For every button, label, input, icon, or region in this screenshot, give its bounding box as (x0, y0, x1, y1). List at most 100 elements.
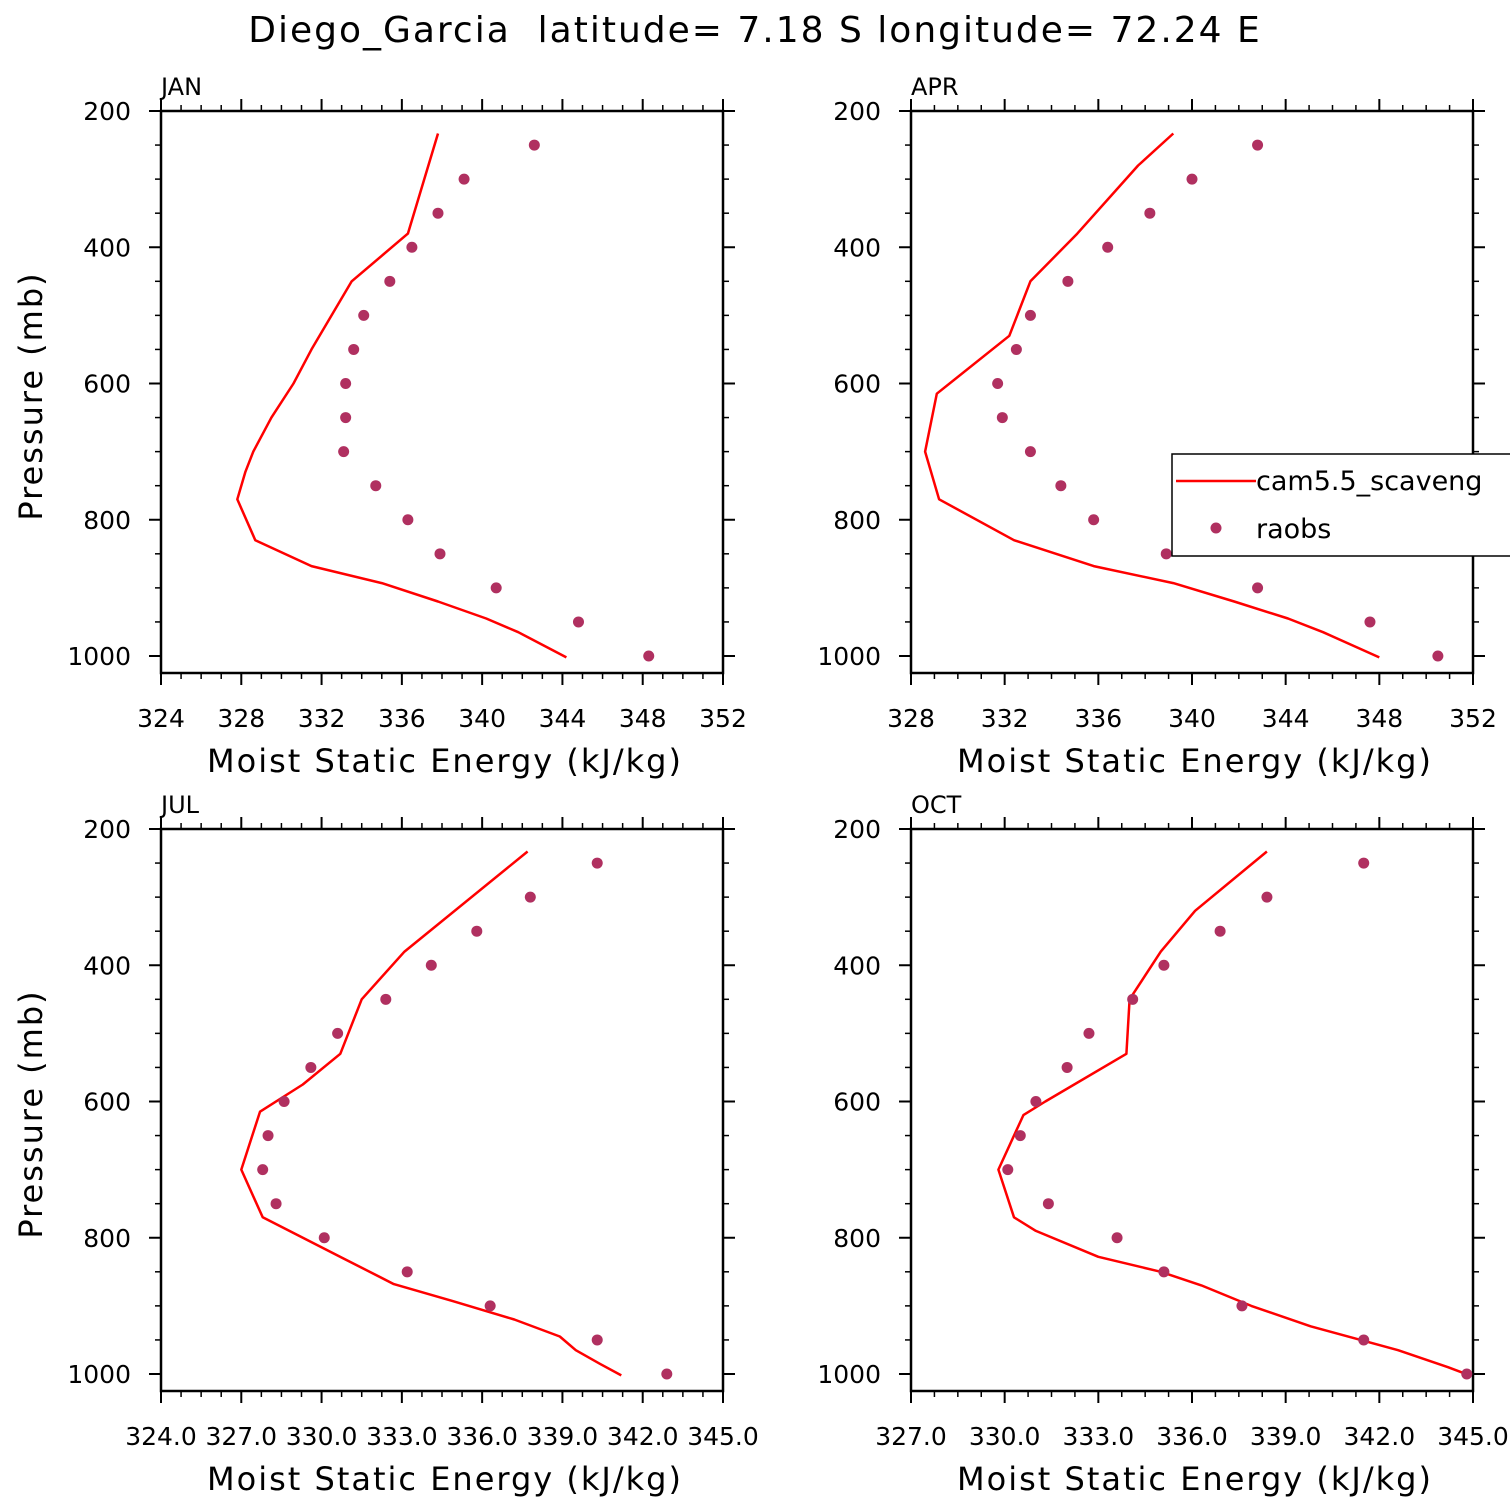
legend-label-model: cam5.5_scaveng (1256, 466, 1482, 497)
panel-jul: JUL 324.0 327.0 330.0 333.0 336.0 339.0 342.0 34… (12, 791, 759, 1498)
raobs-point (257, 1164, 269, 1176)
x-tick-label: 336 (1074, 704, 1122, 733)
raobs-point (340, 412, 352, 424)
raobs-point (384, 275, 396, 287)
legend-dot-swatch (1210, 522, 1222, 534)
x-tick-label: 348 (1355, 704, 1403, 733)
plot-frame (159, 827, 725, 1393)
raobs-point (1252, 582, 1264, 594)
x-tick-label: 336 (378, 704, 426, 733)
y-axis-title: Pressure (mb) (12, 271, 50, 520)
y-tick-label: 800 (833, 506, 881, 535)
raobs-point (432, 207, 444, 219)
raobs-point (332, 1027, 344, 1039)
y-tick-label: 800 (83, 506, 131, 535)
model-line-jan (236, 133, 567, 659)
raobs-point (1024, 309, 1036, 321)
x-tick-label: 344 (539, 704, 587, 733)
y-tick-label: 200 (83, 815, 131, 844)
panel-label: JUL (159, 791, 200, 819)
raobs-point (661, 1368, 673, 1380)
x-tick-label: 332 (298, 704, 346, 733)
panel-label: APR (911, 73, 959, 101)
raobs-point (458, 173, 470, 185)
x-axis-title: Moist Static Energy (kJ/kg) (207, 1460, 683, 1498)
x-tick-label: 340 (1168, 704, 1216, 733)
y-tick-label: 400 (83, 233, 131, 262)
panel-apr: APR 328 332 336 340 344 348 352 200 400 600 800 1000… (817, 73, 1496, 780)
raobs-point (1127, 993, 1139, 1005)
y-tick-label: 1000 (817, 642, 881, 671)
y-tick-label: 800 (833, 1224, 881, 1253)
panel-label: OCT (911, 791, 962, 819)
y-tick-label: 200 (833, 815, 881, 844)
raobs-point (1158, 959, 1170, 971)
raobs-point (1088, 514, 1100, 526)
x-tick-label: 328 (887, 704, 935, 733)
raobs-point (591, 857, 603, 869)
panel-jan: JAN 324 328 332 336 340 344 348 352 200 400 600 800 1… (12, 73, 747, 780)
y-axis-title: Pressure (mb) (12, 989, 50, 1238)
raobs-point (1158, 1266, 1170, 1278)
x-tick-label: 339.0 (527, 1422, 599, 1451)
x-tick-label: 327.0 (205, 1422, 277, 1451)
raobs-point (338, 446, 350, 458)
raobs-point (1062, 275, 1074, 287)
raobs-point (1002, 1164, 1014, 1176)
raobs-point (1364, 616, 1376, 628)
raobs-point (471, 925, 483, 937)
x-tick-label: 348 (619, 704, 667, 733)
raobs-point (1111, 1232, 1123, 1244)
y-tick-label: 400 (833, 233, 881, 262)
model-line-apr (923, 132, 1380, 659)
panel-label: JAN (159, 73, 202, 101)
raobs-point (1083, 1027, 1095, 1039)
y-tick-label: 200 (83, 97, 131, 126)
raobs-point (401, 1266, 413, 1278)
raobs-point (318, 1232, 330, 1244)
raobs-point (1186, 173, 1198, 185)
x-axis-title: Moist Static Energy (kJ/kg) (957, 1460, 1433, 1498)
raobs-point (1358, 857, 1370, 869)
raobs-point (1358, 1334, 1370, 1346)
x-tick-label: 352 (699, 704, 747, 733)
raobs-point (434, 548, 446, 560)
raobs-point (262, 1130, 274, 1142)
raobs-point (490, 582, 502, 594)
legend-box (1171, 453, 1510, 557)
x-tick-label: 324.0 (125, 1422, 197, 1451)
raobs-point (1214, 925, 1226, 937)
x-tick-label: 336.0 (1156, 1422, 1228, 1451)
raobs-point (305, 1061, 317, 1073)
raobs-point (406, 241, 418, 253)
raobs-point (1252, 139, 1264, 151)
x-tick-label: 330.0 (286, 1422, 358, 1451)
raobs-point (1055, 480, 1067, 492)
y-tick-label: 200 (833, 97, 881, 126)
raobs-point (1144, 207, 1156, 219)
y-tick-label: 400 (83, 951, 131, 980)
raobs-point (1061, 1061, 1073, 1073)
x-tick-label: 333.0 (1063, 1422, 1135, 1451)
raobs-point (370, 480, 382, 492)
y-tick-label: 600 (833, 370, 881, 399)
model-line-oct (997, 850, 1471, 1377)
y-tick-label: 1000 (67, 1360, 131, 1389)
x-tick-label: 344 (1262, 704, 1310, 733)
raobs-point (572, 616, 584, 628)
raobs-point (1261, 891, 1273, 903)
raobs-point (1030, 1096, 1042, 1107)
figure-title: Diego_Garcia latitude= 7.18 S longitude=… (248, 10, 1262, 51)
x-tick-label: 332 (981, 704, 1029, 733)
x-tick-label: 345.0 (1437, 1422, 1509, 1451)
y-tick-label: 1000 (817, 1360, 881, 1389)
y-tick-label: 600 (83, 370, 131, 399)
x-tick-label: 345.0 (687, 1422, 759, 1451)
raobs-point (1010, 343, 1022, 355)
raobs-point (1236, 1300, 1248, 1312)
raobs-point (1160, 548, 1172, 560)
raobs-point (484, 1300, 496, 1312)
x-tick-label: 328 (217, 704, 265, 733)
x-axis-title: Moist Static Energy (kJ/kg) (207, 742, 683, 780)
